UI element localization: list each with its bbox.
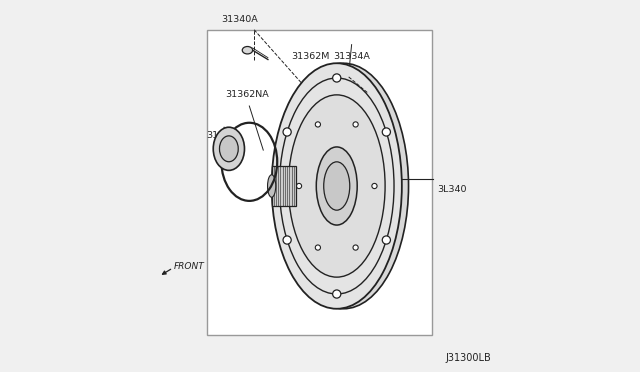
Ellipse shape (283, 236, 291, 244)
Ellipse shape (324, 162, 349, 210)
Ellipse shape (296, 183, 301, 189)
Ellipse shape (353, 245, 358, 250)
Bar (207, 30, 431, 335)
Ellipse shape (213, 127, 244, 170)
Ellipse shape (316, 245, 321, 250)
Text: 3L340: 3L340 (437, 185, 467, 194)
Ellipse shape (382, 236, 390, 244)
Ellipse shape (283, 128, 291, 136)
Ellipse shape (316, 147, 357, 225)
Text: 31362M: 31362M (291, 52, 330, 61)
Ellipse shape (220, 136, 238, 162)
Text: J31300LB: J31300LB (445, 353, 491, 363)
Text: FRONT: FRONT (174, 262, 205, 271)
Ellipse shape (353, 122, 358, 127)
Ellipse shape (289, 95, 385, 277)
Text: 31344: 31344 (207, 131, 237, 140)
Text: 31340A: 31340A (221, 15, 259, 24)
Text: 31362NA: 31362NA (225, 90, 269, 99)
Ellipse shape (243, 46, 253, 54)
Ellipse shape (382, 128, 390, 136)
Ellipse shape (333, 290, 341, 298)
Ellipse shape (268, 175, 276, 197)
Ellipse shape (271, 63, 402, 309)
Ellipse shape (333, 74, 341, 82)
Text: 31334A: 31334A (333, 52, 370, 61)
Ellipse shape (372, 183, 377, 189)
Ellipse shape (316, 122, 321, 127)
FancyBboxPatch shape (271, 166, 296, 206)
Ellipse shape (278, 63, 408, 309)
